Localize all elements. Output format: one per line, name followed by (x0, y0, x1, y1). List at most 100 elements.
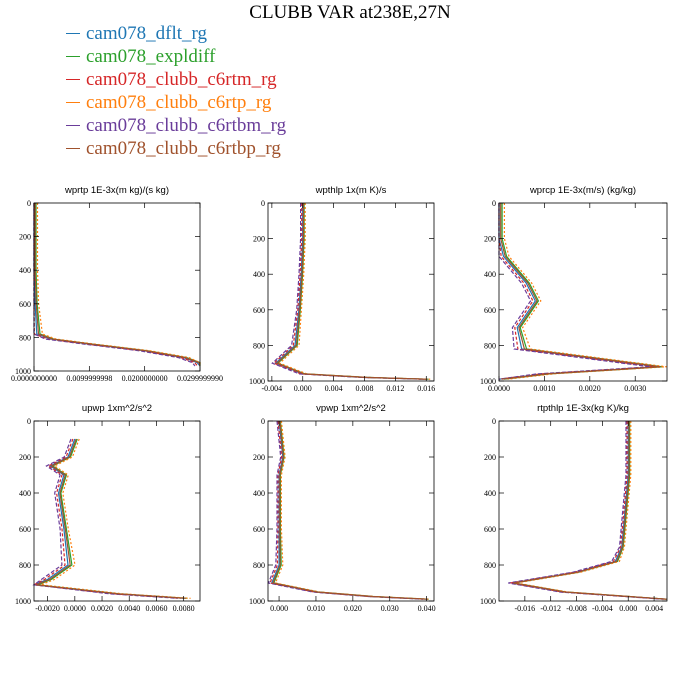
figure-title: CLUBB VAR at238E,27N (249, 2, 451, 23)
x-tick-label: 0.008 (356, 384, 374, 393)
x-tick-label: 0.0099999998 (66, 374, 112, 383)
x-tick-label: 0.000 (619, 604, 637, 613)
series-line (33, 203, 196, 367)
chart-title: rtpthlp 1E-3x(kg K)/kg (537, 403, 629, 414)
y-tick-label: 200 (484, 235, 496, 244)
x-tick-label: 0.012 (386, 384, 404, 393)
legend: cam078_dflt_rg cam078_expldiff cam078_cl… (66, 22, 286, 160)
x-tick-label: 0.004 (325, 384, 343, 393)
series-line (509, 421, 666, 600)
series-line (513, 421, 668, 600)
x-tick-label: 0.0200000000 (122, 374, 168, 383)
plot-frame (498, 420, 668, 602)
series-line (272, 420, 429, 600)
y-tick-label: 0 (261, 417, 265, 426)
x-tick-label: -0.016 (515, 604, 536, 613)
plot-frame (267, 420, 435, 602)
y-tick-label: 1000 (480, 597, 496, 606)
legend-label: cam078_clubb_c6rtm_rg (86, 69, 277, 90)
chart-panel: wpthlp 1x(m K)/s 0 200 400 600 800 1000-0.004 0… (249, 185, 435, 393)
y-tick-label: 600 (253, 306, 265, 315)
plot-frame (33, 202, 201, 372)
series-line (271, 203, 423, 380)
x-tick-label: 0.0000000000 (11, 374, 57, 383)
series-line (274, 203, 427, 380)
chart-title: wprtp 1E-3x(m kg)/(s kg) (64, 185, 169, 196)
legend-label: cam078_clubb_c6rtbp_rg (86, 138, 281, 159)
series-line (498, 203, 658, 380)
series-line (500, 203, 661, 380)
chart-title: wpthlp 1x(m K)/s (315, 185, 387, 196)
x-tick-label: -0.0020 (35, 604, 60, 613)
y-tick-label: 1000 (249, 377, 265, 386)
y-tick-label: 800 (484, 561, 496, 570)
x-tick-label: 0.0020 (579, 384, 601, 393)
x-tick-label: -0.008 (566, 604, 587, 613)
y-tick-label: 0 (27, 417, 31, 426)
y-tick-label: 400 (484, 489, 496, 498)
series-line (515, 421, 668, 600)
legend-swatch (66, 124, 80, 126)
x-tick-label: 0.016 (417, 384, 435, 393)
y-tick-label: 800 (253, 341, 265, 350)
chart-panel: vpwp 1xm^2/s^2 0 200 400 600 800 1000 0.000 0.01… (249, 403, 436, 613)
y-tick-label: 200 (484, 453, 496, 462)
chart-title: wprcp 1E-3x(m/s) (kg/kg) (529, 185, 636, 196)
series-line (269, 420, 426, 600)
series-line (36, 203, 201, 366)
y-tick-label: 0 (261, 199, 265, 208)
x-tick-label: 0.004 (645, 604, 663, 613)
y-tick-label: 800 (484, 341, 496, 350)
series-line (511, 421, 668, 600)
legend-label: cam078_clubb_c6rtp_rg (86, 92, 272, 113)
x-tick-label: 0.0000 (64, 604, 86, 613)
x-tick-label: 0.0000 (488, 384, 510, 393)
y-tick-label: 200 (253, 453, 265, 462)
chart-panel: wprcp 1E-3x(m/s) (kg/kg) 0 200 400 600 800 100… (480, 185, 668, 393)
y-tick-label: 400 (484, 270, 496, 279)
y-tick-label: 800 (19, 333, 31, 342)
y-tick-label: 1000 (15, 597, 31, 606)
series-line (35, 438, 186, 599)
chart-title: upwp 1xm^2/s^2 (82, 403, 152, 414)
plot-frame (498, 202, 668, 382)
x-tick-label: 0.000 (294, 384, 312, 393)
y-tick-label: 600 (253, 525, 265, 534)
legend-item: cam078_clubb_c6rtbm_rg (66, 114, 286, 137)
y-tick-label: 200 (19, 233, 31, 242)
x-tick-label: 0.0299999990 (177, 374, 223, 383)
x-tick-label: -0.012 (540, 604, 561, 613)
legend-label: cam078_dflt_rg (86, 23, 208, 44)
x-tick-label: 0.0040 (118, 604, 140, 613)
series-line (31, 438, 181, 599)
plot-frame (33, 420, 201, 602)
series-line (514, 421, 668, 600)
legend-item: cam078_clubb_c6rtp_rg (66, 91, 286, 114)
x-tick-label: 0.0080 (173, 604, 195, 613)
y-tick-label: 400 (253, 270, 265, 279)
y-tick-label: 0 (492, 199, 496, 208)
x-tick-label: 0.0030 (624, 384, 646, 393)
legend-label: cam078_expldiff (86, 46, 216, 67)
series-line (503, 203, 667, 380)
y-tick-label: 400 (253, 489, 265, 498)
y-tick-label: 0 (492, 417, 496, 426)
legend-swatch (66, 32, 80, 34)
legend-item: cam078_clubb_c6rtbp_rg (66, 137, 286, 160)
legend-item: cam078_clubb_c6rtm_rg (66, 68, 286, 91)
legend-swatch (66, 78, 80, 80)
legend-swatch (66, 101, 80, 103)
series-line (40, 438, 191, 599)
x-tick-label: 0.040 (418, 604, 436, 613)
x-tick-label: 0.0060 (145, 604, 167, 613)
x-tick-label: 0.010 (307, 604, 325, 613)
x-tick-label: 0.0020 (91, 604, 113, 613)
series-line (33, 203, 198, 367)
x-tick-label: -0.004 (592, 604, 613, 613)
y-tick-label: 1000 (249, 597, 265, 606)
y-tick-label: 1000 (15, 367, 31, 376)
chart-panel: rtpthlp 1E-3x(kg K)/kg 0 200 400 600 800 1000 -… (480, 403, 668, 613)
chart-panel: wprtp 1E-3x(m kg)/(s kg) 0 200 400 600 800 100… (11, 185, 223, 383)
x-tick-label: 0.030 (381, 604, 399, 613)
series-line (498, 203, 651, 380)
